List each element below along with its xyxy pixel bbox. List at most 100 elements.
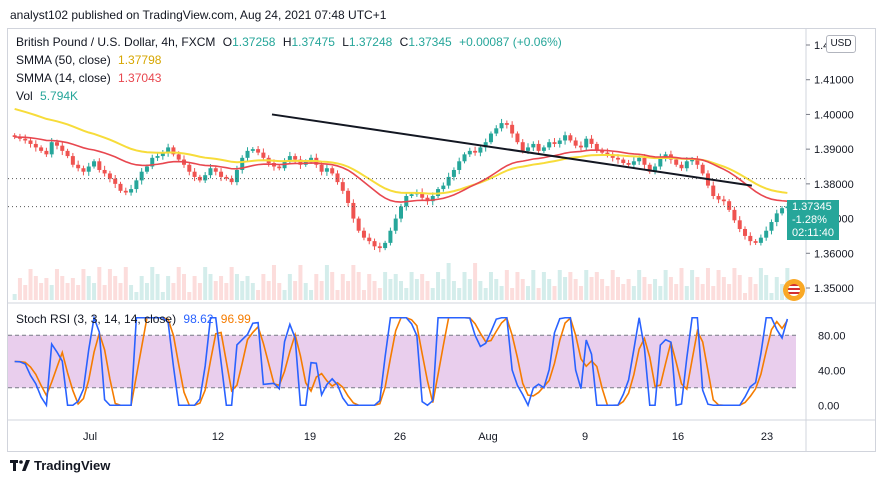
candle-body[interactable] <box>229 178 234 183</box>
candle-body[interactable] <box>462 154 467 162</box>
candle-body[interactable] <box>383 242 388 249</box>
candle-body[interactable] <box>192 171 197 177</box>
candle-body[interactable] <box>547 142 552 148</box>
candle-body[interactable] <box>711 185 716 197</box>
candle-body[interactable] <box>92 161 97 167</box>
candle-body[interactable] <box>780 208 785 214</box>
candle-body[interactable] <box>144 166 149 172</box>
candle-body[interactable] <box>44 150 49 155</box>
candle-body[interactable] <box>721 199 726 202</box>
candle-body[interactable] <box>219 171 224 177</box>
stoch-legend[interactable]: Stoch RSI (3, 3, 14, 14, close) 98.62 96… <box>16 312 255 326</box>
candle-body[interactable] <box>732 209 737 221</box>
candle-body[interactable] <box>393 218 398 231</box>
candle-body[interactable] <box>28 140 33 144</box>
candle-body[interactable] <box>605 152 610 155</box>
candle-body[interactable] <box>658 157 663 167</box>
candle-body[interactable] <box>377 246 382 249</box>
candle-body[interactable] <box>309 157 314 162</box>
candle-body[interactable] <box>420 192 425 198</box>
candle-body[interactable] <box>637 157 642 162</box>
trend-line[interactable] <box>271 113 753 187</box>
candle-body[interactable] <box>70 156 75 165</box>
candle-body[interactable] <box>647 164 652 172</box>
candle-body[interactable] <box>430 196 435 202</box>
candle-body[interactable] <box>441 185 446 190</box>
candle-body[interactable] <box>107 173 112 179</box>
candle-body[interactable] <box>197 176 202 181</box>
candle-body[interactable] <box>330 168 335 174</box>
candle-body[interactable] <box>187 164 192 172</box>
candle-body[interactable] <box>388 230 393 243</box>
candle-body[interactable] <box>113 178 118 184</box>
candle-body[interactable] <box>499 123 504 129</box>
stoch-k-line[interactable] <box>14 314 789 408</box>
candle-body[interactable] <box>208 168 213 176</box>
candle-body[interactable] <box>758 237 763 243</box>
candle-body[interactable] <box>425 197 430 202</box>
candle-body[interactable] <box>568 135 573 141</box>
candle-body[interactable] <box>467 150 472 155</box>
candle-body[interactable] <box>81 168 86 172</box>
candle-body[interactable] <box>60 145 65 151</box>
candle-body[interactable] <box>367 237 372 242</box>
candle-body[interactable] <box>563 135 568 141</box>
candle-body[interactable] <box>256 149 261 153</box>
currency-button[interactable]: USD <box>826 35 856 53</box>
candle-body[interactable] <box>578 145 583 148</box>
candle-body[interactable] <box>293 156 298 160</box>
candle-body[interactable] <box>240 157 245 170</box>
candle-body[interactable] <box>250 149 255 151</box>
candle-body[interactable] <box>684 161 689 169</box>
candle-body[interactable] <box>626 163 631 165</box>
candle-body[interactable] <box>97 161 102 170</box>
candle-body[interactable] <box>573 140 578 146</box>
candle-body[interactable] <box>674 159 679 165</box>
candle-body[interactable] <box>526 147 531 151</box>
candle-body[interactable] <box>594 143 599 151</box>
candle-body[interactable] <box>319 164 324 172</box>
candle-body[interactable] <box>510 124 515 134</box>
candle-body[interactable] <box>695 159 700 165</box>
candle-body[interactable] <box>356 218 361 231</box>
candle-body[interactable] <box>552 142 557 144</box>
candle-body[interactable] <box>139 171 144 181</box>
candle-body[interactable] <box>536 143 541 151</box>
footer-logo[interactable]: TradingView <box>10 458 110 473</box>
candle-body[interactable] <box>748 235 753 242</box>
candle-body[interactable] <box>213 168 218 172</box>
candle-body[interactable] <box>690 159 695 162</box>
candle-body[interactable] <box>515 133 520 143</box>
candle-body[interactable] <box>764 230 769 238</box>
candle-body[interactable] <box>224 176 229 179</box>
candle-body[interactable] <box>118 183 123 191</box>
smma14-legend[interactable]: SMMA (14, close) 1.37043 <box>16 71 165 85</box>
candle-body[interactable] <box>631 161 636 165</box>
candle-body[interactable] <box>160 152 165 157</box>
candle-body[interactable] <box>642 157 647 165</box>
candle-body[interactable] <box>129 189 134 193</box>
smma14-line[interactable] <box>14 136 788 203</box>
candle-body[interactable] <box>150 157 155 167</box>
candle-body[interactable] <box>541 147 546 151</box>
candle-body[interactable] <box>494 128 499 134</box>
candle-body[interactable] <box>245 150 250 158</box>
candle-body[interactable] <box>610 154 615 158</box>
candle-body[interactable] <box>12 135 17 137</box>
candle-body[interactable] <box>679 164 684 169</box>
candle-body[interactable] <box>340 182 345 191</box>
candle-body[interactable] <box>653 166 658 172</box>
candle-body[interactable] <box>478 147 483 153</box>
candle-body[interactable] <box>473 150 478 153</box>
us-flag-icon[interactable] <box>783 279 805 301</box>
candle-body[interactable] <box>531 143 536 148</box>
candle-body[interactable] <box>488 133 493 143</box>
vol-legend[interactable]: Vol 5.794K <box>16 89 82 103</box>
candle-body[interactable] <box>351 202 356 219</box>
candle-body[interactable] <box>335 173 340 183</box>
candle-body[interactable] <box>203 175 208 181</box>
candle-body[interactable] <box>123 190 128 193</box>
candle-body[interactable] <box>65 150 70 157</box>
candle-body[interactable] <box>86 166 91 172</box>
candle-body[interactable] <box>176 154 181 160</box>
